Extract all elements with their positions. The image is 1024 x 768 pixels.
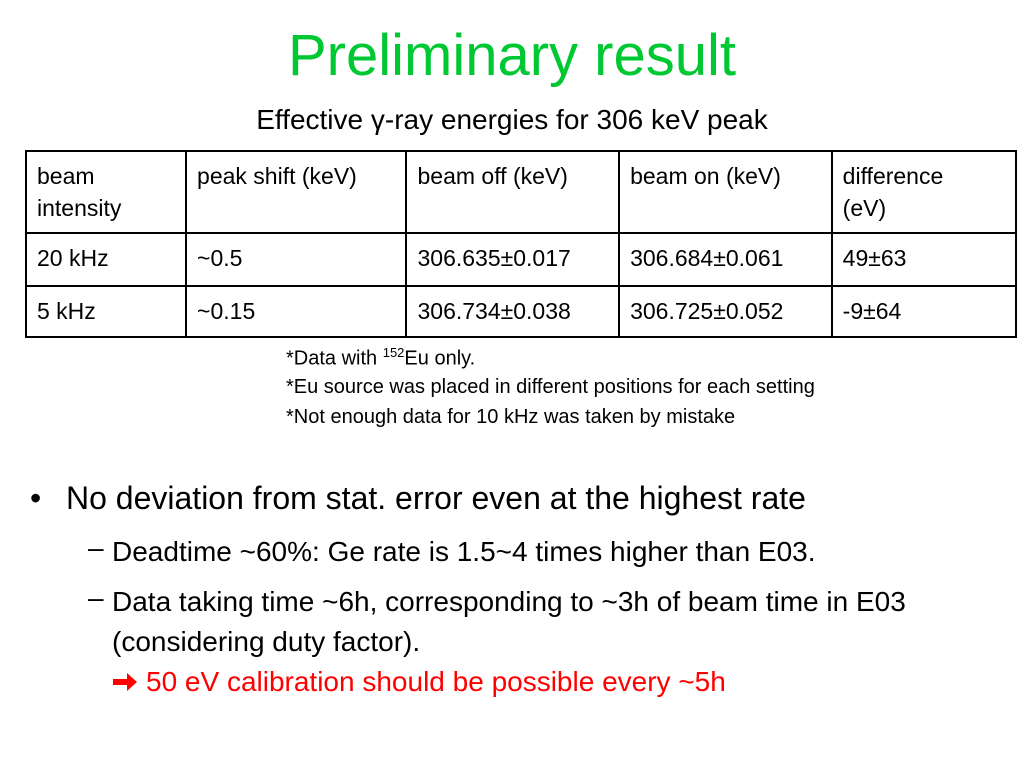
- sub-bullet-marker: –: [88, 582, 104, 613]
- header-cell: beam intensity: [24, 149, 188, 235]
- sub-bullet-body: Data taking time ~6h, corresponding to ~…: [112, 582, 992, 702]
- conclusion-text: 50 eV calibration should be possible eve…: [146, 666, 726, 697]
- superscript: 152: [382, 345, 405, 360]
- table-cell: 306.635±0.017: [405, 232, 621, 288]
- title: Preliminary result: [288, 23, 736, 88]
- bullet-marker: •: [30, 480, 42, 516]
- footnote: *Not enough data for 10 kHz was taken by…: [286, 406, 735, 429]
- arrow-icon: [113, 673, 137, 691]
- table-cell: ~0.15: [185, 285, 408, 338]
- table-cell: 306.684±0.061: [618, 232, 833, 288]
- header-text: beam off (keV): [417, 163, 568, 189]
- header-cell: difference (eV): [830, 149, 1018, 235]
- sub-bullet-text: Data taking time ~6h, corresponding to ~…: [112, 586, 906, 657]
- header-cell: beam off (keV): [405, 149, 621, 235]
- header-text: beam intensity: [37, 163, 122, 222]
- table-cell: ~0.5: [185, 232, 408, 288]
- footnote-text: *Not enough data for 10 kHz was taken by…: [286, 406, 736, 428]
- sub-bullet: – Data taking time ~6h, corresponding to …: [88, 582, 906, 697]
- table-cell: 5 kHz: [24, 285, 188, 338]
- table-cell: 20 kHz: [24, 232, 188, 288]
- footnote: *Data with 152Eu only.: [286, 345, 475, 371]
- results-table: beam intensity peak shift (keV) beam off (…: [24, 149, 1018, 338]
- table-cell: 306.725±0.052: [618, 285, 833, 338]
- header-row: beam intensity peak shift (keV) beam off (…: [24, 149, 1018, 235]
- footnote-text: Eu only.: [404, 347, 476, 370]
- table-cell: 306.734±0.038: [405, 285, 621, 338]
- sub-bullet-text: Deadtime ~60%: Ge rate is 1.5~4 times hi…: [112, 536, 816, 567]
- subtitle: Effective γ-ray energies for 306 keV pea…: [256, 104, 768, 135]
- bullet-text: No deviation from stat. error even at th…: [66, 480, 806, 516]
- sub-bullet: – Deadtime ~60%: Ge rate is 1.5~4 times h…: [88, 532, 816, 567]
- table-cell: -9±64: [830, 285, 1018, 338]
- table-cell: 49±63: [830, 232, 1018, 288]
- sub-bullet-marker: –: [88, 532, 104, 563]
- footnote-text: *Data with: [286, 347, 383, 370]
- conclusion: 50 eV calibration should be possible eve…: [112, 662, 992, 702]
- header-text: peak shift (keV): [197, 163, 357, 189]
- footnote: *Eu source was placed in different posit…: [286, 376, 815, 399]
- footnote-text: *Eu source was placed in different posit…: [286, 376, 815, 398]
- header-text: difference (eV): [842, 163, 944, 222]
- table-row: 20 kHz ~0.5 306.635±0.017 306.684±0.061 49±6…: [24, 232, 1018, 288]
- bullet: • No deviation from stat. error even at t…: [30, 480, 806, 517]
- sub-bullet-body: Deadtime ~60%: Ge rate is 1.5~4 times hi…: [112, 532, 992, 572]
- header-cell: beam on (keV): [618, 149, 833, 235]
- table-row: 5 kHz ~0.15 306.734±0.038 306.725±0.052 -9±6…: [24, 285, 1018, 338]
- header-text: beam on (keV): [630, 163, 781, 189]
- header-cell: peak shift (keV): [185, 149, 408, 235]
